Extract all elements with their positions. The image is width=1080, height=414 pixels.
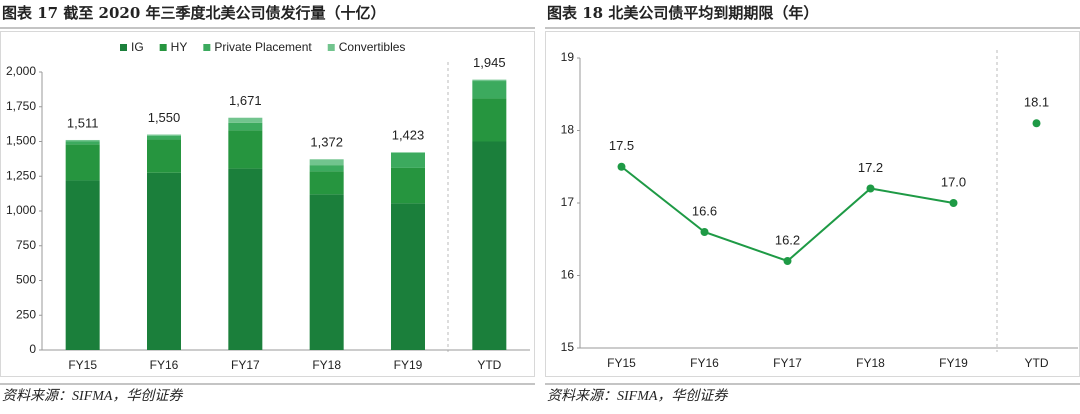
y-tick-label: 250 [16,307,36,321]
value-label: 18.1 [1024,95,1049,110]
bar-segment [391,152,425,168]
value-label: 17.5 [609,138,634,153]
point [949,199,958,207]
bar-segment [309,171,344,195]
value-label: 16.2 [775,232,800,247]
y-tick-label: 1,250 [6,168,36,182]
bar-segment [228,168,263,350]
legend-label: HY [171,40,188,54]
bar-segment [147,139,181,173]
legend-label: Convertibles [339,40,406,54]
point [1032,119,1041,128]
total-label: 1,550 [148,110,181,125]
value-label: 16.6 [692,203,717,218]
chart-title: 图表 18 北美公司债平均到期期限（年） [547,4,818,22]
x-tick-label: YTD [1025,356,1049,370]
value-label: 17.0 [941,174,966,189]
chart-title: 图表 17 截至 2020 年三季度北美公司债发行量（十亿） [2,4,386,22]
total-label: 1,511 [67,115,99,130]
value-label: 17.2 [858,160,883,175]
y-tick-label: 1,750 [6,99,36,113]
x-tick-label: YTD [477,358,501,372]
total-label: 1,423 [392,128,425,143]
bar-segment [147,134,181,136]
y-tick-label: 750 [16,238,36,252]
y-tick-label: 1,500 [6,134,36,148]
x-tick-label: FY16 [150,358,179,372]
x-tick-label: FY16 [690,356,719,370]
total-label: 1,372 [310,135,343,150]
bar-segment [65,139,100,142]
y-tick-label: 2,000 [6,64,36,78]
bar-segment [309,159,344,166]
point [866,184,875,193]
y-tick-label: 15 [561,340,575,354]
frame [545,31,1080,377]
x-tick-label: FY15 [607,356,636,370]
y-tick-label: 16 [561,268,575,282]
legend-swatch [159,44,167,51]
legend-label: IG [131,40,144,54]
legend-swatch [203,44,211,51]
total-label: 1,945 [473,55,506,70]
frame [0,31,535,377]
source: 资料来源：SIFMA，华创证券 [547,388,728,404]
point [617,162,626,171]
legend-label: Private Placement [214,40,312,54]
x-tick-label: FY17 [231,358,260,372]
bar-segment [472,98,507,142]
bar-segment [65,144,100,181]
point [783,257,792,265]
bar-segment [228,130,263,169]
total-label: 1,671 [229,93,262,108]
bar-segment [228,122,263,131]
bar-segment [309,194,344,350]
source: 资料来源：SIFMA，华创证券 [2,388,183,404]
y-tick-label: 1,000 [6,203,36,217]
bar-segment [147,135,181,140]
bar-segment [309,165,344,172]
bar-segment [391,167,425,204]
x-tick-label: FY18 [856,356,885,370]
bar-segment [228,117,263,123]
y-tick-label: 0 [29,342,36,356]
bar-segment [147,172,181,350]
bar-segment [472,81,507,99]
x-tick-label: FY19 [939,356,968,370]
bar-segment [65,180,100,350]
y-tick-label: 500 [16,273,36,287]
x-tick-label: FY15 [68,358,97,372]
bar-segment [472,79,507,82]
legend-swatch [120,44,127,51]
bar-segment [391,203,425,350]
x-tick-label: FY17 [773,356,802,370]
y-tick-label: 18 [561,123,575,137]
bar-segment [472,141,507,350]
bar-segment [391,152,425,153]
y-tick-label: 17 [561,195,575,209]
legend-swatch [327,44,335,51]
bar-segment [65,141,100,145]
x-tick-label: FY19 [394,358,423,372]
point [700,228,709,236]
x-tick-label: FY18 [312,358,341,372]
y-tick-label: 19 [561,50,575,64]
